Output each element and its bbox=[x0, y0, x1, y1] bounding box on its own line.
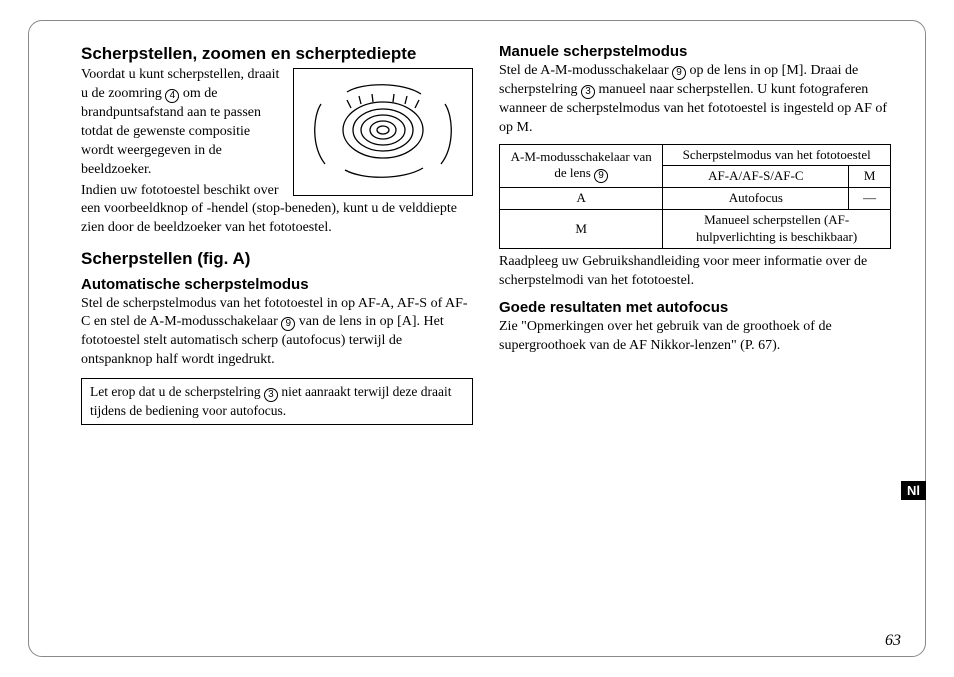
heading-focus-figA: Scherpstellen (fig. A) bbox=[81, 248, 473, 269]
ref-9-icon: 9 bbox=[594, 169, 608, 183]
manual-page: Scherpstellen, zoomen en scherptediepte bbox=[28, 20, 926, 657]
lens-illustration bbox=[293, 68, 473, 196]
ref-3-icon: 3 bbox=[581, 85, 595, 99]
para-see-notes: Zie "Opmerkingen over het gebruik van de… bbox=[499, 318, 891, 356]
cell-dash: — bbox=[849, 188, 891, 210]
page-number: 63 bbox=[885, 632, 901, 650]
ref-3-icon: 3 bbox=[264, 388, 278, 402]
th-am-switch: A-M-modusschakelaar van de lens 9 bbox=[500, 144, 663, 188]
heading-autofocus: Automatische scherpstelmodus bbox=[81, 276, 473, 293]
th-camera-mode: Scherpstelmodus van het fototoestel bbox=[663, 144, 891, 166]
para-refer-manual: Raadpleeg uw Gebruikshandleiding voor me… bbox=[499, 253, 891, 291]
ref-4-icon: 4 bbox=[165, 89, 179, 103]
heading-good-results: Goede resultaten met autofocus bbox=[499, 299, 891, 316]
heading-manual: Manuele scherpstelmodus bbox=[499, 43, 891, 60]
ref-9-icon: 9 bbox=[672, 66, 686, 80]
lens-drawing-icon bbox=[303, 76, 463, 188]
text: A-M-modusschakelaar van de lens bbox=[511, 149, 652, 181]
language-tab: Nl bbox=[901, 481, 926, 500]
ref-9-icon: 9 bbox=[281, 317, 295, 331]
text: Stel de A-M-modusschakelaar bbox=[499, 63, 672, 78]
left-column: Scherpstellen, zoomen en scherptediepte bbox=[81, 43, 473, 642]
cell-manual-focus: Manueel scherpstellen (AF-hulpverlichtin… bbox=[663, 210, 891, 249]
para-manual: Stel de A-M-modusschakelaar 9 op de lens… bbox=[499, 62, 891, 138]
heading-focus-zoom: Scherpstellen, zoomen en scherptediepte bbox=[81, 43, 473, 64]
cell-af: AF-A/AF-S/AF-C bbox=[663, 166, 849, 188]
para-autofocus: Stel de scherpstelmodus van het fototoes… bbox=[81, 295, 473, 371]
text: Let erop dat u de scherpstelring bbox=[90, 384, 264, 399]
cell-a: A bbox=[500, 188, 663, 210]
cell-autofocus: Autofocus bbox=[663, 188, 849, 210]
cell-m: M bbox=[849, 166, 891, 188]
cell-m2: M bbox=[500, 210, 663, 249]
right-column: Manuele scherpstelmodus Stel de A-M-modu… bbox=[499, 43, 891, 642]
note-box: Let erop dat u de scherpstelring 3 niet … bbox=[81, 378, 473, 425]
focus-mode-table: A-M-modusschakelaar van de lens 9 Scherp… bbox=[499, 144, 891, 249]
